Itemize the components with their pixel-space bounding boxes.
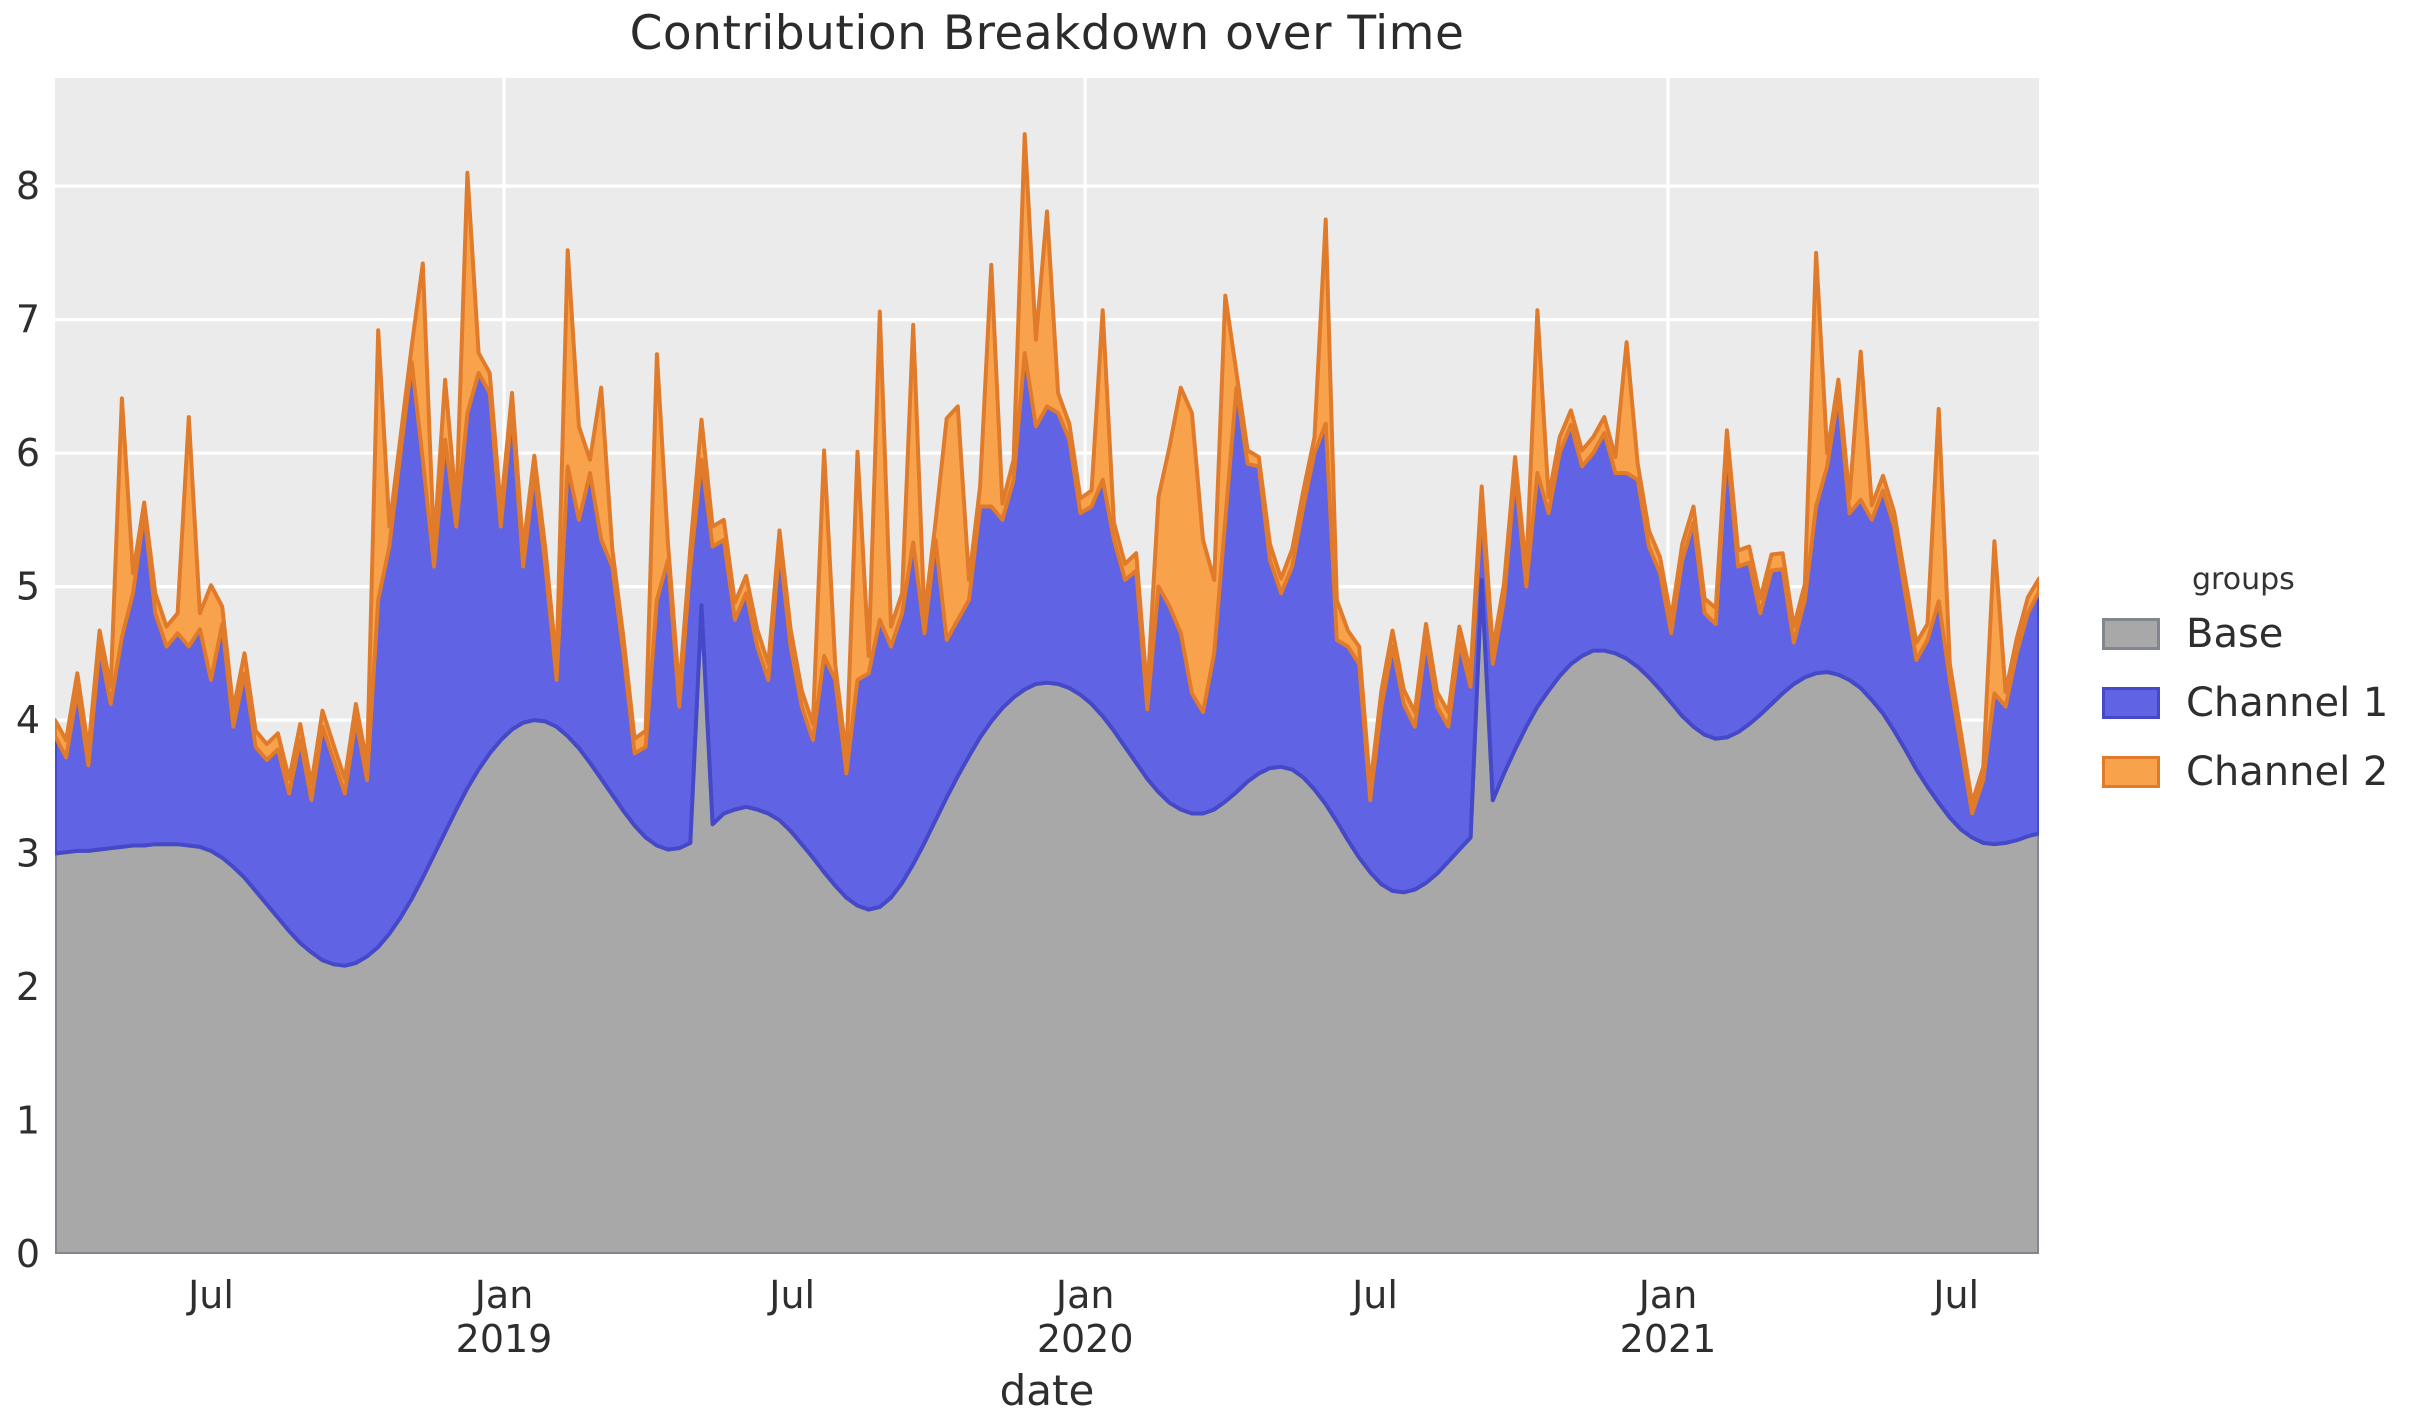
x-axis-title: date [999,1366,1095,1415]
area-channel-2 [55,132,2039,816]
svg-text:2019: 2019 [456,1317,553,1361]
svg-text:7: 7 [16,298,40,342]
chart-title: Contribution Breakdown over Time [629,6,1465,61]
legend-item-base: Base [2102,611,2388,657]
svg-text:6: 6 [16,431,40,475]
legend-item-channel-1: Channel 1 [2102,680,2388,726]
svg-text:1: 1 [16,1099,40,1143]
legend: groups Base Channel 1 Channel 2 [2102,562,2388,818]
svg-text:2020: 2020 [1037,1317,1134,1361]
legend-swatch-icon [2102,756,2160,788]
svg-text:Jan: Jan [473,1273,534,1317]
svg-text:Jan: Jan [1637,1273,1698,1317]
legend-swatch-icon [2102,618,2160,650]
stacked-areas [55,132,2039,1254]
svg-text:Jul: Jul [1931,1273,1979,1317]
legend-title: groups [2192,562,2295,597]
svg-text:5: 5 [16,565,40,609]
svg-text:Jan: Jan [1054,1273,1115,1317]
svg-text:0: 0 [16,1232,40,1276]
legend-item-channel-2: Channel 2 [2102,749,2388,795]
legend-label: Channel 1 [2186,680,2389,726]
legend-swatch-icon [2102,687,2160,719]
svg-text:8: 8 [16,164,40,208]
legend-items: Base Channel 1 Channel 2 [2102,611,2388,818]
svg-text:Jul: Jul [1350,1273,1398,1317]
legend-label: Base [2186,611,2284,657]
svg-text:2: 2 [16,965,40,1009]
svg-text:3: 3 [16,832,40,876]
y-tick-labels: 0 1 2 3 4 5 6 7 8 [16,164,40,1276]
svg-text:4: 4 [16,698,40,742]
svg-text:Jul: Jul [767,1273,815,1317]
svg-text:Jul: Jul [186,1273,234,1317]
legend-label: Channel 2 [2186,749,2389,795]
svg-text:2021: 2021 [1620,1317,1717,1361]
